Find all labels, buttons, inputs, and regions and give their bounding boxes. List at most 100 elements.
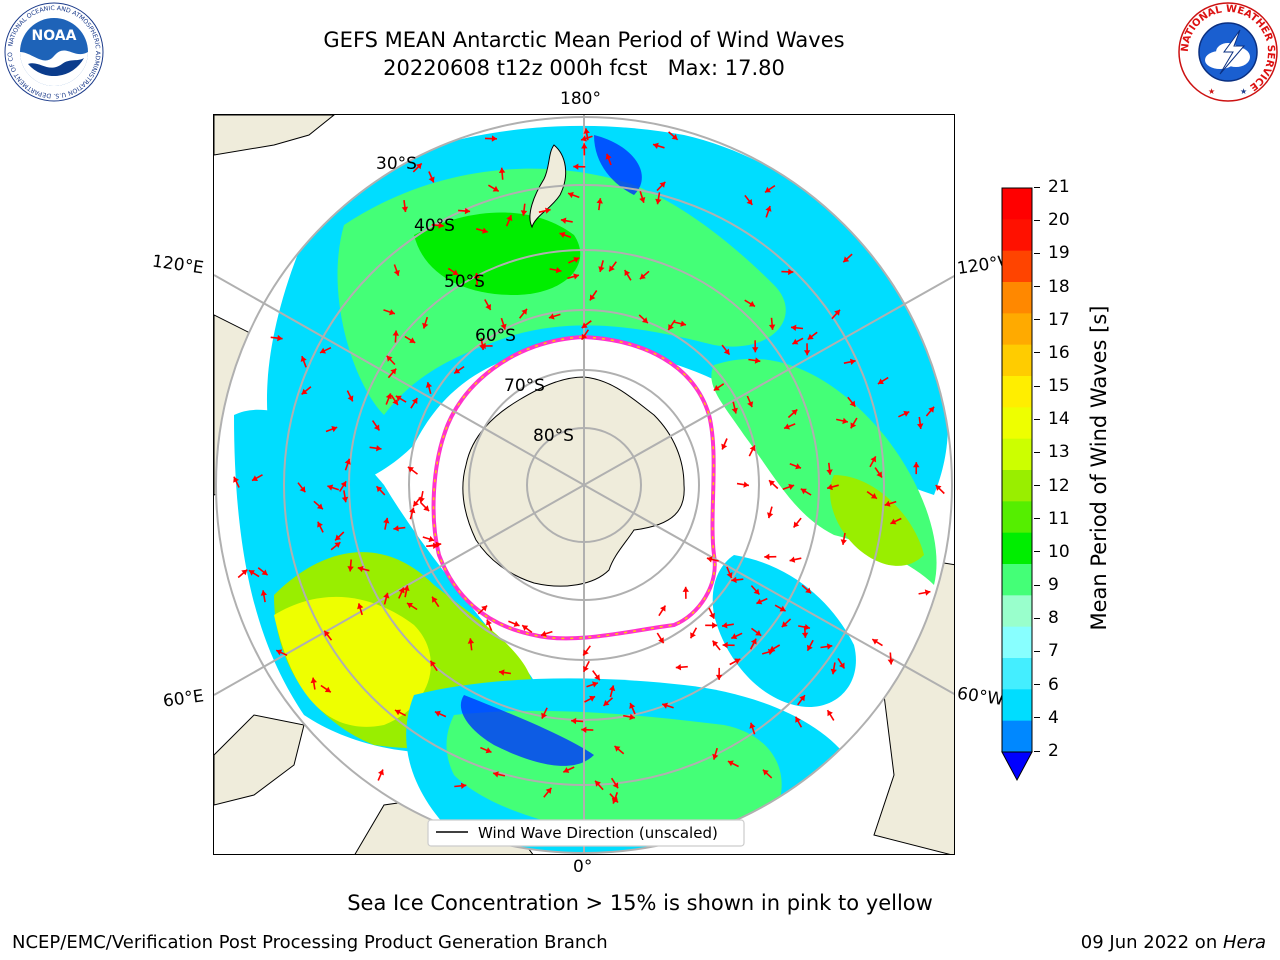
wave-direction-arrowhead xyxy=(573,163,579,170)
wave-direction-arrowhead xyxy=(680,320,686,327)
wave-direction-arrowhead xyxy=(341,496,349,503)
wave-direction-arrowhead xyxy=(583,649,589,656)
colorbar-label: Mean Period of Wind Waves [s] xyxy=(1084,178,1114,758)
wave-direction-arrowhead xyxy=(840,539,847,545)
wave-direction-arrowhead xyxy=(393,269,400,276)
wave-direction-arrowhead xyxy=(252,475,258,481)
wave-direction-arrowhead xyxy=(713,385,720,391)
colorbar xyxy=(1001,186,1037,786)
colorbar-ticks: 2 4 6 7 8 9 10 11 12 13 14 15 16 17 18 19 20 21 xyxy=(1034,177,1094,766)
colorbar-segment xyxy=(1002,626,1032,659)
wave-direction-arrowhead xyxy=(595,780,601,787)
wave-direction-arrowhead xyxy=(320,347,326,354)
wave-direction-arrowhead xyxy=(924,589,931,596)
wave-direction-arrowhead xyxy=(723,348,730,355)
wave-direction-arrowhead xyxy=(843,256,850,263)
colorbar-segment xyxy=(1002,250,1032,283)
chart-title-line1: GEFS MEAN Antarctic Mean Period of Wind … xyxy=(323,28,845,52)
wave-direction-arrowhead xyxy=(594,674,600,681)
wave-direction-arrowhead xyxy=(611,797,618,804)
wave-direction-arrowhead xyxy=(403,585,410,591)
wave-direction-arrowhead xyxy=(479,344,486,350)
wave-direction-arrowhead xyxy=(589,294,596,301)
wave-direction-arrowhead xyxy=(560,217,567,224)
meridian-120w xyxy=(583,274,954,486)
colorbar-segment xyxy=(1002,407,1032,440)
wave-direction-arrowhead xyxy=(743,481,749,488)
wave-direction-arrowhead xyxy=(712,622,718,629)
wave-direction-arrowhead xyxy=(827,710,833,717)
wave-direction-arrowhead xyxy=(548,313,555,320)
wave-direction-arrowhead xyxy=(383,517,390,524)
colorbar-tick-label: 12 xyxy=(1034,476,1070,496)
wave-direction-arrowhead xyxy=(481,605,488,612)
wave-direction-arrowhead xyxy=(799,695,805,702)
wave-direction-arrowhead xyxy=(784,423,790,430)
wave-direction-arrowhead xyxy=(807,333,814,340)
wave-direction-arrowhead xyxy=(612,782,619,789)
colorbar-tick-label: 14 xyxy=(1034,409,1070,429)
wave-direction-arrowhead xyxy=(769,480,775,487)
wave-direction-arrowhead xyxy=(434,710,441,717)
wave-direction-arrowhead xyxy=(541,712,547,719)
wave-direction-arrowhead xyxy=(788,268,794,276)
wave-direction-arrowhead xyxy=(386,355,393,362)
wave-direction-arrowhead xyxy=(589,695,596,702)
wave-direction-arrowhead xyxy=(376,445,382,452)
colorbar-segment xyxy=(1002,438,1032,471)
wave-direction-arrowhead xyxy=(430,660,436,667)
wave-direction-arrowhead xyxy=(581,322,588,328)
wave-direction-arrowhead xyxy=(752,347,759,353)
wave-direction-arrowhead xyxy=(639,197,646,203)
wave-direction-arrowhead xyxy=(890,518,897,525)
colorbar-tick-label: 10 xyxy=(1034,542,1070,562)
wave-direction-arrowhead xyxy=(581,135,587,142)
colorbar-tick-label: 9 xyxy=(1034,575,1059,595)
wave-direction-arrowhead xyxy=(331,426,338,433)
wave-direction-arrowhead xyxy=(498,167,506,173)
wave-direction-arrowhead xyxy=(583,665,589,672)
wave-direction-arrowhead xyxy=(870,456,877,463)
wave-direction-arrowhead xyxy=(540,630,547,637)
wave-direction-arrowhead xyxy=(850,422,857,429)
wave-direction-arrowhead xyxy=(357,565,364,573)
wave-direction-arrowhead xyxy=(433,542,439,549)
wave-direction-arrowhead xyxy=(260,590,267,596)
wave-direction-arrowhead xyxy=(764,553,770,560)
lon-label-0: 0° xyxy=(573,857,593,877)
wave-direction-arrowhead xyxy=(849,400,856,407)
wave-direction-arrowhead xyxy=(826,643,833,650)
wave-direction-arrowhead xyxy=(781,621,788,628)
colorbar-svg xyxy=(1001,187,1033,782)
wave-direction-arrowhead xyxy=(791,324,797,331)
wave-direction-arrowhead xyxy=(392,330,399,336)
wave-direction-arrowhead xyxy=(485,304,491,310)
meridian-120e xyxy=(214,274,585,486)
wave-direction-arrowhead xyxy=(393,525,399,532)
colorbar-segment xyxy=(1002,501,1032,534)
colorbar-segment xyxy=(1002,313,1032,346)
wave-direction-arrowhead xyxy=(299,486,306,493)
wave-direction-arrowhead xyxy=(327,484,334,491)
wave-direction-arrowhead xyxy=(598,266,605,272)
field-west-yellow xyxy=(274,596,431,727)
wave-direction-arrowhead xyxy=(671,134,678,140)
legend-text: Wind Wave Direction (unscaled) xyxy=(478,824,718,842)
wave-direction-arrowhead xyxy=(917,423,924,429)
colorbar-tick-label: 15 xyxy=(1034,376,1070,396)
wave-direction-arrowhead xyxy=(876,471,882,478)
wave-direction-arrowhead xyxy=(301,388,308,395)
wave-direction-arrowhead xyxy=(913,462,920,468)
colorbar-segment xyxy=(1002,219,1032,252)
lat-label-80s: 80°S xyxy=(533,426,574,446)
wave-direction-arrowhead xyxy=(850,358,856,365)
wave-direction-arrowhead xyxy=(335,534,341,541)
noaa-logo: NATIONAL OCEANIC AND ATMOSPHERIC ADMINIS… xyxy=(1,0,104,102)
wave-direction-arrowhead xyxy=(830,668,837,675)
wave-direction-arrowhead xyxy=(660,605,666,612)
lon-label-120e: 120°E xyxy=(150,251,205,279)
graticule xyxy=(214,115,954,854)
wave-direction-arrowhead xyxy=(592,681,598,688)
sea-ice-note: Sea Ice Concentration > 15% is shown in … xyxy=(347,891,933,915)
wave-direction-arrowhead xyxy=(378,769,384,776)
